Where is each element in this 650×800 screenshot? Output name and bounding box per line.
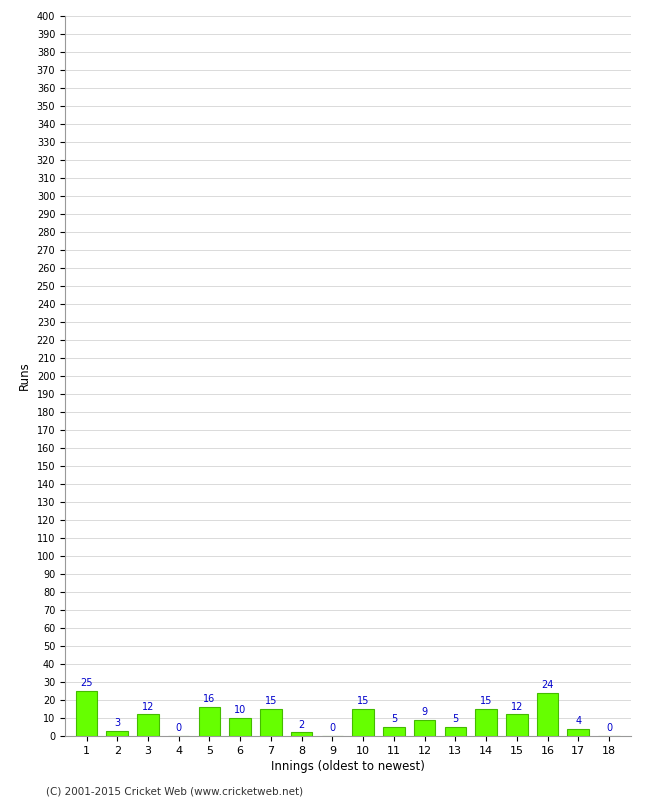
Bar [229, 718, 251, 736]
Bar [352, 709, 374, 736]
Y-axis label: Runs: Runs [18, 362, 31, 390]
Text: 5: 5 [391, 714, 397, 724]
Text: 2: 2 [298, 720, 305, 730]
Text: 5: 5 [452, 714, 458, 724]
Text: 0: 0 [176, 723, 182, 734]
Bar [76, 691, 98, 736]
Bar [260, 709, 281, 736]
Text: 15: 15 [357, 696, 369, 706]
Text: (C) 2001-2015 Cricket Web (www.cricketweb.net): (C) 2001-2015 Cricket Web (www.cricketwe… [46, 786, 303, 796]
Text: 9: 9 [421, 707, 428, 717]
Bar [107, 730, 128, 736]
X-axis label: Innings (oldest to newest): Innings (oldest to newest) [271, 760, 424, 773]
Bar [137, 714, 159, 736]
Bar [199, 707, 220, 736]
Bar [414, 720, 436, 736]
Text: 12: 12 [142, 702, 154, 712]
Bar [567, 729, 589, 736]
Text: 0: 0 [330, 723, 335, 734]
Text: 4: 4 [575, 716, 581, 726]
Bar [383, 727, 404, 736]
Text: 3: 3 [114, 718, 120, 728]
Text: 15: 15 [265, 696, 277, 706]
Text: 0: 0 [606, 723, 612, 734]
Text: 15: 15 [480, 696, 492, 706]
Bar [475, 709, 497, 736]
Bar [291, 733, 313, 736]
Text: 16: 16 [203, 694, 216, 705]
Bar [506, 714, 528, 736]
Bar [537, 693, 558, 736]
Text: 25: 25 [80, 678, 93, 688]
Bar [445, 727, 466, 736]
Text: 10: 10 [234, 706, 246, 715]
Text: 12: 12 [511, 702, 523, 712]
Text: 24: 24 [541, 680, 554, 690]
